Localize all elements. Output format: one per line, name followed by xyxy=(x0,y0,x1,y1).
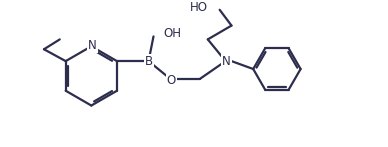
Text: HO: HO xyxy=(190,1,208,14)
Text: OH: OH xyxy=(163,27,181,40)
Text: N: N xyxy=(88,39,97,52)
Text: N: N xyxy=(222,55,231,68)
Text: B: B xyxy=(144,55,152,68)
Text: O: O xyxy=(167,74,176,87)
